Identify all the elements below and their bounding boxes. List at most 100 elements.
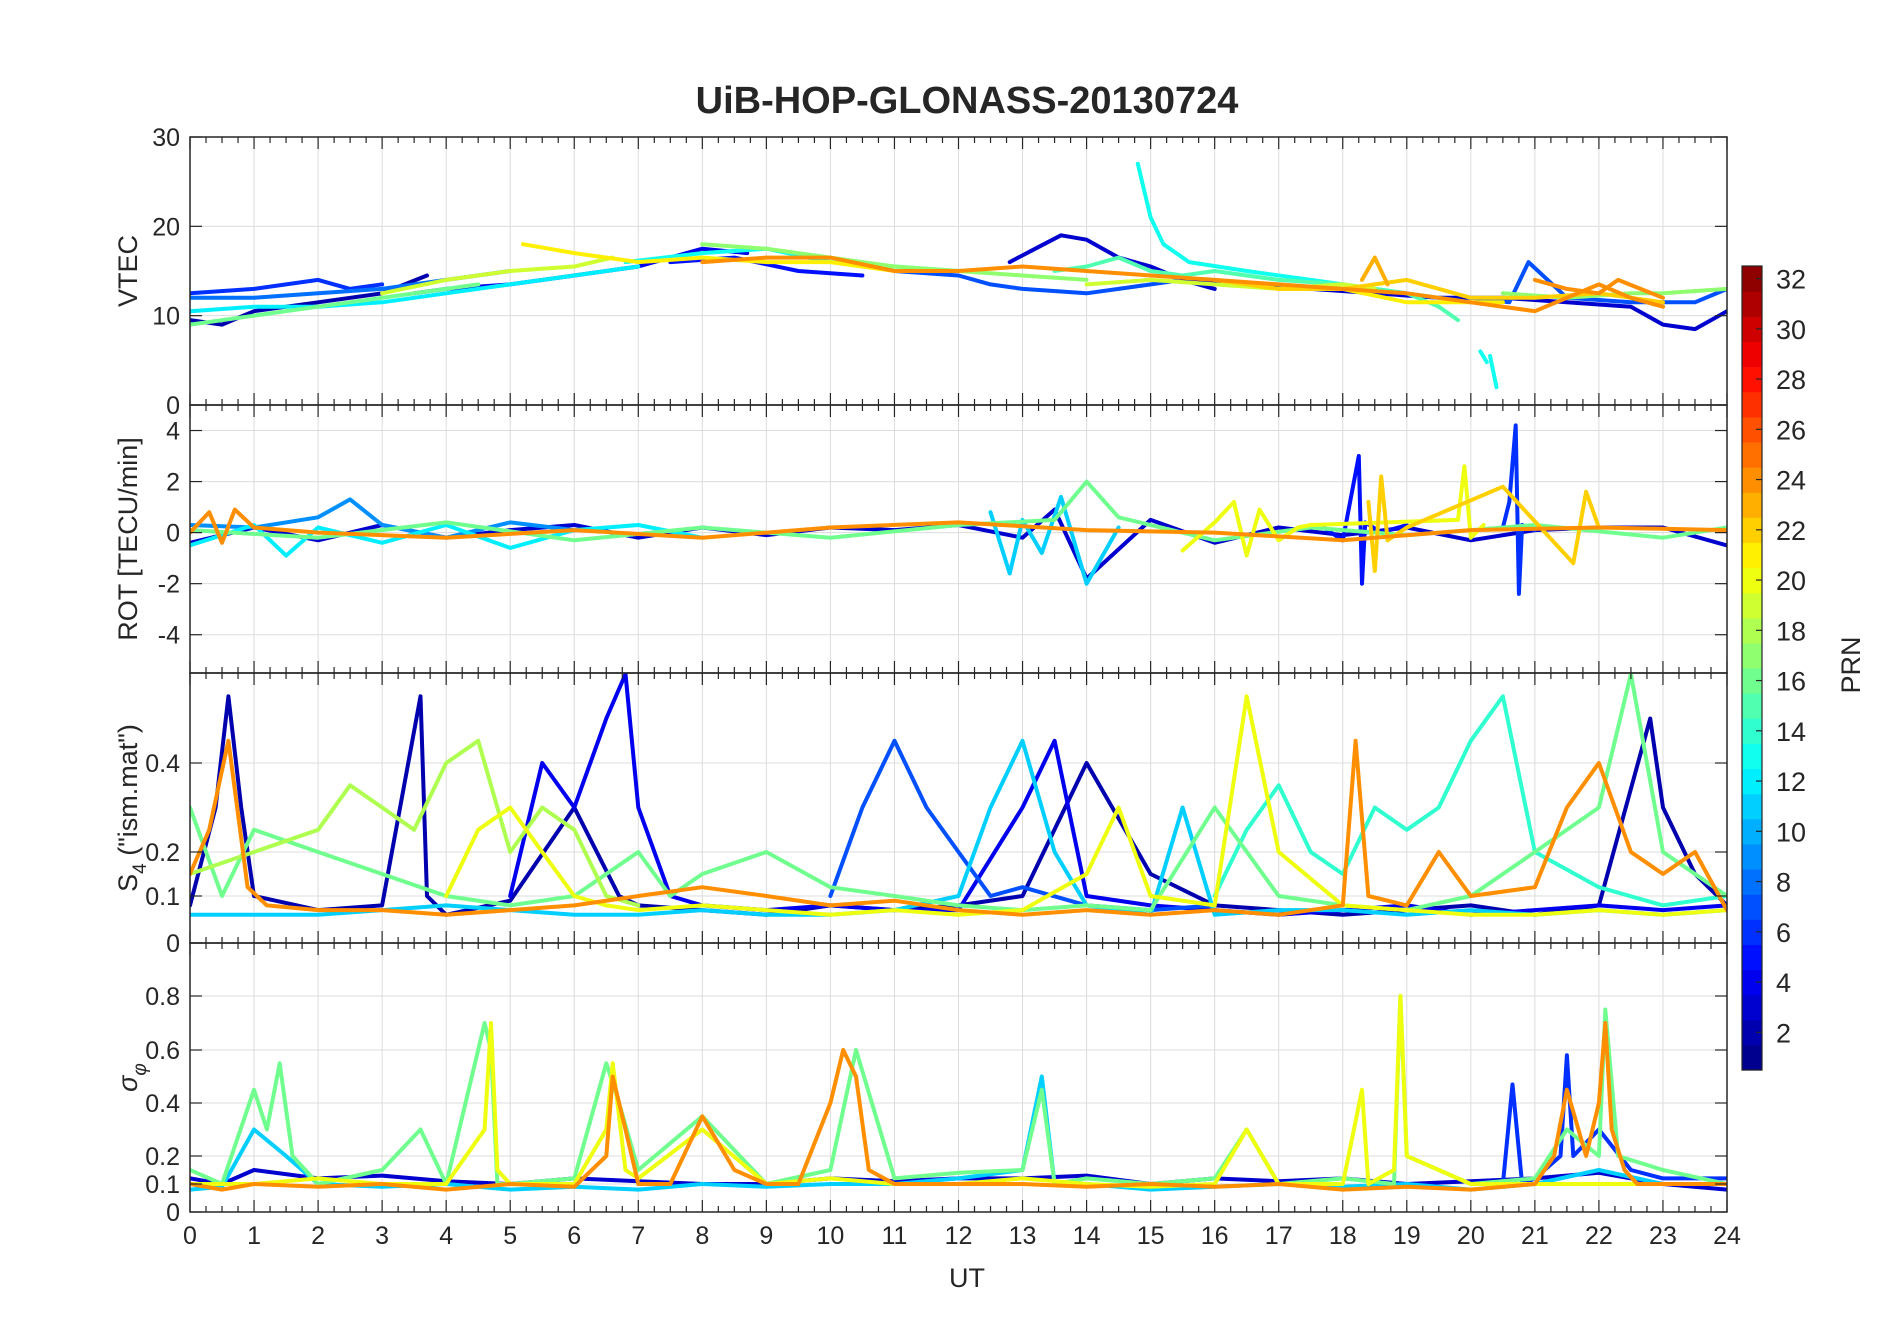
- colorbar-segment: [1742, 341, 1762, 368]
- colorbar-segment: [1742, 793, 1762, 820]
- series-line-prn-24: [190, 738, 1727, 917]
- colorbar-segment: [1742, 1044, 1762, 1071]
- colorbar-segment: [1742, 391, 1762, 418]
- series-line-prn-20: [444, 694, 1727, 917]
- x-tick-label: 2: [311, 1222, 325, 1250]
- colorbar-segment: [1742, 291, 1762, 317]
- colorbar-segment: [1742, 1019, 1762, 1046]
- colorbar-segment: [1742, 969, 1762, 996]
- colorbar-segment: [1742, 894, 1762, 920]
- colorbar-segment: [1742, 567, 1762, 594]
- y-axis-label: S4 ("ism.mat"): [113, 724, 151, 892]
- x-tick-label: 13: [1009, 1222, 1037, 1250]
- colorbar-segment: [1742, 843, 1762, 870]
- colorbar-segment: [1742, 316, 1762, 342]
- x-tick-label: 10: [817, 1222, 845, 1250]
- series-line-prn-12: [190, 264, 641, 314]
- series-line-prn-6: [1500, 1053, 1727, 1186]
- y-tick-label: 0.4: [145, 750, 180, 778]
- colorbar-tick-label: 16: [1776, 667, 1806, 697]
- colorbar-segment: [1742, 869, 1762, 895]
- y-tick-label: 0.1: [145, 1171, 180, 1199]
- colorbar-tick-label: 28: [1776, 365, 1806, 395]
- x-axis-ticks: 0 1 2 3 4 5 6 7 8 9 10 11 12 13 14 15 16 17 18 19 20 21 22 23 24: [183, 1222, 1741, 1250]
- y-tick-label: 0.1: [145, 883, 180, 911]
- y-tick-label: 0: [166, 930, 180, 958]
- y-tick-label: 10: [152, 303, 180, 331]
- x-tick-label: 15: [1137, 1222, 1165, 1250]
- series-line-prn-7: [892, 269, 1185, 296]
- colorbar-tick-label: 24: [1776, 466, 1806, 496]
- series-group-vtec: [190, 161, 1727, 390]
- series-line-prn-14: [1212, 694, 1727, 908]
- y-tick-label: 2: [166, 469, 180, 497]
- series-group-rot: [190, 423, 1727, 596]
- series-line-prn-13: [1488, 353, 1499, 390]
- colorbar-segment: [1742, 768, 1762, 795]
- colorbar-tick-label: 18: [1776, 616, 1806, 646]
- x-tick-label: 6: [567, 1222, 581, 1250]
- x-tick-label: 3: [375, 1222, 389, 1250]
- colorbar-tick-label: 30: [1776, 315, 1806, 345]
- x-tick-label: 7: [631, 1222, 645, 1250]
- x-tick-label: 4: [439, 1222, 453, 1250]
- colorbar-segment: [1742, 617, 1762, 644]
- colorbar-tick-label: 10: [1776, 817, 1806, 847]
- series-line-prn-12: [190, 523, 705, 558]
- panel-s4: 0 0.1 0.2 0.4S4 ("ism.mat"): [113, 672, 1728, 958]
- colorbar-tick-label: 26: [1776, 415, 1806, 445]
- colorbar-segment: [1742, 668, 1762, 694]
- series-line-prn-17: [700, 242, 1089, 282]
- y-tick-label: 30: [152, 124, 180, 152]
- y-tick-label: 0.2: [145, 839, 180, 867]
- panel-sigma_phi: 00.10.2 0.4 0.6 0.8 σφ: [113, 942, 1728, 1227]
- series-line-prn-24: [1532, 277, 1665, 300]
- chart-title: UiB-HOP-GLONASS-20130724: [696, 80, 1239, 122]
- series-line-prn-24: [700, 255, 1665, 314]
- colorbar-frame: [1741, 265, 1763, 1071]
- y-axis-sigma_phi: 00.10.2 0.4 0.6 0.8 σφ: [113, 983, 1727, 1227]
- colorbar-segment: [1742, 592, 1762, 619]
- colorbar-tick-label: 22: [1776, 516, 1806, 546]
- x-tick-label: 1: [247, 1222, 261, 1250]
- x-tick-label: 14: [1073, 1222, 1101, 1250]
- x-tick-label: 8: [695, 1222, 709, 1250]
- colorbar-segment: [1742, 492, 1762, 518]
- colorbar-tick-label: 14: [1776, 717, 1806, 747]
- x-axis-label: UT: [949, 1263, 985, 1293]
- series-line-prn-16: [190, 282, 481, 327]
- series-line-prn-20: [1180, 464, 1486, 558]
- colorbar-tick-label: 12: [1776, 767, 1806, 797]
- series-line-prn-9: [190, 497, 577, 540]
- series-line-prn-18: [190, 738, 641, 908]
- x-tick-marks-s4: [189, 673, 1728, 943]
- y-axis-label: ROT [TECU/min]: [113, 437, 143, 641]
- series-group-s4: [190, 673, 1727, 917]
- x-tick-label: 22: [1585, 1222, 1613, 1250]
- colorbar-segment: [1742, 642, 1762, 669]
- colorbar-segment: [1742, 693, 1762, 719]
- x-tick-label: 12: [945, 1222, 973, 1250]
- y-tick-label: 0: [166, 392, 180, 420]
- panel-rot: -4 -2 0 2 4 ROT [TECU/min]: [113, 404, 1728, 674]
- series-line-prn-5: [668, 255, 865, 278]
- colorbar-tick-label: 2: [1776, 1018, 1791, 1048]
- y-tick-label: -2: [158, 571, 180, 599]
- y-tick-label: 0.4: [145, 1090, 180, 1118]
- colorbar-segment: [1742, 743, 1762, 770]
- series-line-prn-24: [190, 1021, 1727, 1192]
- y-axis-label: σφ: [113, 1063, 151, 1092]
- x-tick-label: 0: [183, 1222, 197, 1250]
- y-tick-label: 0: [166, 520, 180, 548]
- colorbar-segment: [1742, 994, 1762, 1021]
- colorbar-segment: [1742, 441, 1762, 468]
- x-tick-label: 24: [1713, 1222, 1741, 1250]
- x-tick-label: 21: [1521, 1222, 1549, 1250]
- colorbar-segment: [1742, 467, 1762, 493]
- x-tick-label: 18: [1329, 1222, 1357, 1250]
- y-tick-label: -4: [158, 622, 180, 650]
- y-tick-label: 20: [152, 213, 180, 241]
